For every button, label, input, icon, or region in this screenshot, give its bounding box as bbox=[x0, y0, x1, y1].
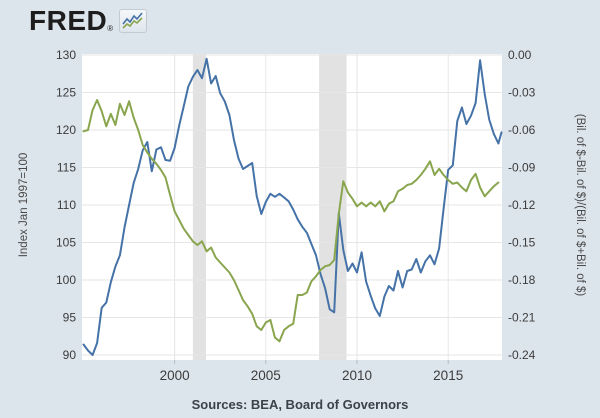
left-axis-tick-label: 100 bbox=[56, 273, 76, 287]
right-axis-tick-label: -0.18 bbox=[508, 273, 536, 287]
right-axis-tick-label: -0.06 bbox=[508, 123, 536, 137]
left-axis-title: Index Jan 1997=100 bbox=[18, 153, 30, 258]
logo-zigzag-icon bbox=[122, 12, 143, 29]
registered-trademark: ® bbox=[107, 24, 114, 33]
fred-logo[interactable]: FRED ® bbox=[29, 5, 148, 36]
x-axis-tick-label: 2000 bbox=[160, 368, 190, 383]
source-note: Sources: BEA, Board of Governors bbox=[191, 397, 409, 412]
x-axis-tick-label: 2015 bbox=[433, 368, 463, 383]
fred-logo-chart-icon bbox=[119, 9, 148, 33]
right-axis-tick-label: -0.12 bbox=[508, 198, 536, 212]
trade-balance-ratio-line bbox=[82, 99, 500, 343]
left-axis-tick-label: 90 bbox=[63, 348, 77, 362]
x-axis-tick-label: 2010 bbox=[342, 368, 372, 383]
left-axis-tick-label: 130 bbox=[56, 48, 76, 62]
right-axis-tick-label: -0.24 bbox=[508, 348, 536, 362]
right-axis-tick-label: -0.09 bbox=[508, 161, 536, 175]
right-axis-tick-label: -0.15 bbox=[508, 236, 536, 250]
recession-band bbox=[319, 54, 347, 360]
left-axis-tick-label: 115 bbox=[57, 161, 76, 175]
left-axis-tick-label: 95 bbox=[63, 311, 77, 325]
fred-logo-text: FRED bbox=[29, 5, 108, 36]
left-axis-tick-label: 110 bbox=[57, 198, 76, 212]
right-axis-tick-label: -0.03 bbox=[508, 86, 536, 100]
left-axis-tick-label: 120 bbox=[56, 123, 76, 137]
right-axis-title: (Bil. of $-Bil. of $)/(Bil. of $+Bil. of… bbox=[574, 114, 586, 297]
left-axis-tick-label: 105 bbox=[56, 236, 76, 250]
x-axis-tick-label: 2005 bbox=[251, 368, 281, 383]
left-axis-tick-label: 125 bbox=[56, 86, 76, 100]
right-axis-tick-label: 0.00 bbox=[508, 48, 532, 62]
right-axis-tick-label: -0.21 bbox=[508, 311, 536, 325]
index-jan-1997-100-line bbox=[82, 57, 503, 356]
recession-band bbox=[192, 54, 206, 360]
